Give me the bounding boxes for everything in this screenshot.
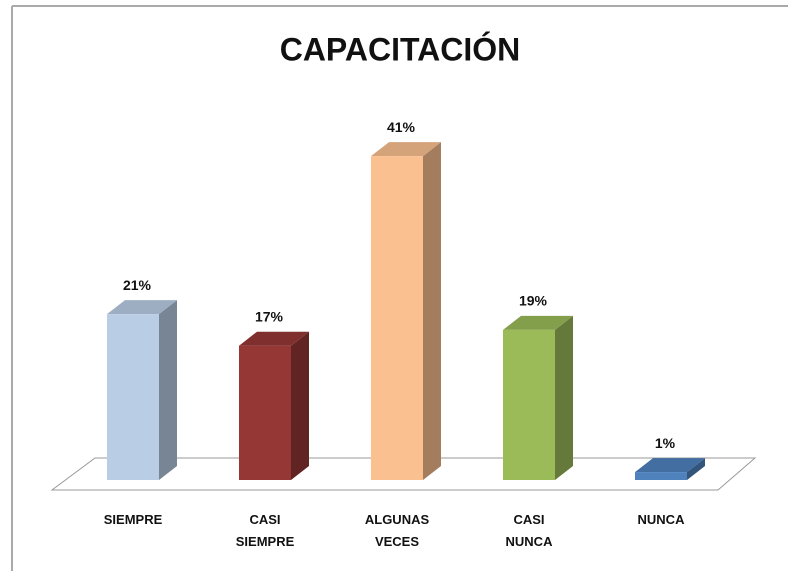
x-tick-label: ALGUNAS VECES [364, 512, 430, 549]
x-tick-label: NUNCA [637, 512, 685, 527]
bar-top [503, 315, 573, 330]
bar-side [687, 458, 705, 480]
bar [503, 329, 555, 480]
data-label: 1% [655, 435, 676, 451]
bar [239, 345, 291, 480]
x-tick-label: CASI NUNCA [505, 512, 553, 549]
bar-top [635, 458, 705, 473]
bar-top [239, 331, 309, 346]
bar [635, 472, 687, 480]
x-tick-label: CASI SIEMPRE [235, 512, 295, 549]
bar-side [423, 142, 441, 480]
data-label: 41% [387, 119, 416, 135]
bar [107, 314, 159, 480]
bar-side [555, 315, 573, 480]
x-tick-label: SIEMPRE [103, 512, 163, 527]
data-label: 19% [519, 293, 548, 309]
data-label: 21% [123, 277, 152, 293]
data-label: 17% [255, 308, 284, 324]
chart-title: CAPACITACIÓN [280, 31, 521, 67]
bar-side [291, 331, 309, 480]
bar-side [159, 300, 177, 480]
bar [371, 156, 423, 480]
bar-top [107, 300, 177, 315]
bar-top [371, 142, 441, 157]
